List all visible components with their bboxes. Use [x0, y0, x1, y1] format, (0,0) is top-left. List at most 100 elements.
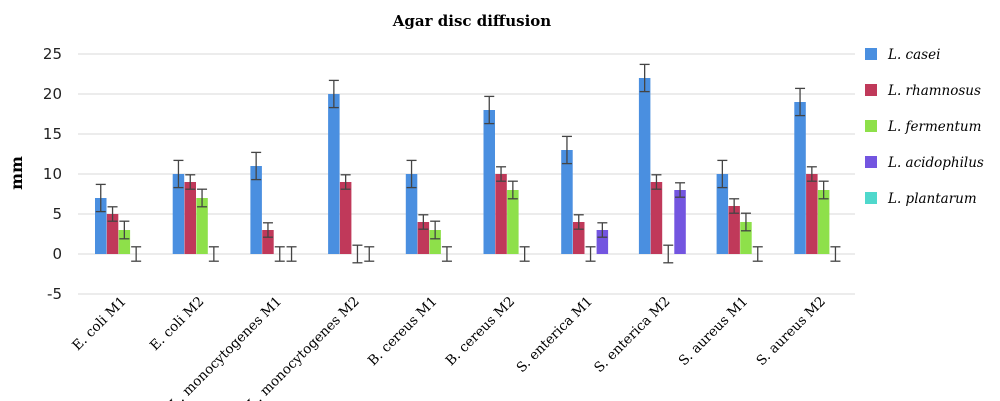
error-bar: [717, 159, 728, 189]
error-bar: [208, 246, 219, 262]
error-bar: [406, 159, 417, 189]
legend: L. casei L. rhamnosus L. fermentum L. acido…: [865, 47, 984, 207]
bar: [196, 198, 208, 254]
y-tick-label: 10: [43, 165, 62, 183]
bar: [674, 190, 686, 254]
legend-swatch: [865, 192, 877, 204]
legend-item: L. plantarum: [865, 191, 977, 207]
x-tick-label: S. enterica M2: [591, 294, 673, 376]
bar: [650, 182, 663, 254]
error-bar: [519, 246, 530, 262]
x-tick-label: B. cereus M2: [443, 294, 519, 370]
bar: [106, 214, 119, 254]
y-axis-ticks: -5 0 5 10 15 20 25: [43, 45, 62, 303]
bars: [95, 78, 830, 254]
error-bar: [430, 220, 441, 240]
legend-item: L. fermentum: [865, 119, 981, 135]
error-bar: [95, 183, 106, 213]
error-bar: [262, 222, 273, 238]
gridlines: [78, 53, 855, 295]
error-bar: [729, 198, 740, 214]
bar: [817, 190, 830, 254]
error-bar: [561, 135, 572, 165]
legend-swatch: [865, 84, 877, 96]
error-bar: [806, 166, 817, 182]
error-bar: [597, 222, 608, 238]
error-bar: [441, 246, 452, 262]
bar: [740, 222, 752, 254]
legend-label: L. fermentum: [887, 119, 981, 135]
error-bar: [418, 214, 429, 230]
bar: [429, 230, 441, 254]
error-bar: [507, 180, 518, 200]
bar: [728, 206, 740, 254]
legend-item: L. casei: [865, 47, 940, 63]
legend-label: L. plantarum: [887, 191, 977, 207]
legend-swatch: [865, 156, 877, 168]
error-bar: [119, 220, 130, 240]
error-bar: [830, 246, 841, 262]
x-tick-label: S. aureus M1: [676, 294, 752, 370]
x-tick-label: S. aureus M2: [753, 294, 829, 370]
y-tick-label: 5: [52, 205, 62, 223]
chart-title: Agar disc diffusion: [392, 12, 552, 30]
legend-label: L. rhamnosus: [887, 83, 981, 99]
x-tick-label: E. coli M2: [147, 294, 207, 354]
error-bar: [752, 246, 763, 262]
error-bar: [795, 87, 806, 117]
bar: [339, 182, 352, 254]
error-bar: [496, 166, 507, 182]
bar: [118, 230, 131, 254]
error-bar: [675, 182, 686, 198]
y-tick-label: 15: [43, 125, 62, 143]
error-bar: [573, 214, 584, 230]
error-bar: [286, 246, 297, 262]
bar: [573, 222, 585, 254]
error-bar: [197, 188, 208, 208]
x-tick-label: B. cereus M1: [365, 294, 441, 370]
bar: [806, 174, 818, 254]
bar: [405, 174, 418, 254]
bar: [172, 174, 185, 254]
error-bar: [651, 174, 662, 190]
error-bar: [484, 95, 495, 125]
x-tick-label: S. enterica M1: [513, 294, 595, 376]
y-tick-label: -5: [47, 285, 62, 303]
error-bar: [352, 244, 363, 264]
error-bar: [818, 180, 829, 200]
bar: [262, 230, 274, 254]
bar: [184, 182, 196, 254]
error-bar: [251, 151, 262, 181]
error-bar: [185, 174, 196, 190]
bar: [328, 94, 340, 254]
bar: [495, 174, 507, 254]
bar: [95, 198, 107, 254]
error-bar: [107, 206, 118, 222]
bar: [507, 190, 519, 254]
y-tick-label: 0: [52, 245, 62, 263]
error-bar: [328, 79, 339, 109]
bar: [483, 110, 495, 254]
error-bar: [340, 174, 351, 190]
legend-item: L. acidophilus: [865, 155, 984, 171]
error-bar: [585, 246, 596, 262]
x-axis-ticks: E. coli M1 E. coli M2L. monocytogenes M1L…: [69, 294, 829, 401]
bar: [596, 230, 609, 254]
bar: [250, 166, 262, 254]
legend-label: L. casei: [887, 47, 940, 63]
bar: [638, 78, 651, 254]
error-bar: [274, 246, 285, 262]
error-bar: [639, 63, 650, 93]
bar: [561, 150, 573, 254]
legend-swatch: [865, 48, 877, 60]
bar: [794, 102, 806, 254]
error-bar: [364, 246, 375, 262]
error-bar: [173, 159, 184, 189]
bar: [716, 174, 729, 254]
legend-label: L. acidophilus: [887, 155, 984, 171]
legend-swatch: [865, 120, 877, 132]
bar: [417, 222, 430, 254]
error-bar: [740, 212, 751, 232]
legend-item: L. rhamnosus: [865, 83, 981, 99]
